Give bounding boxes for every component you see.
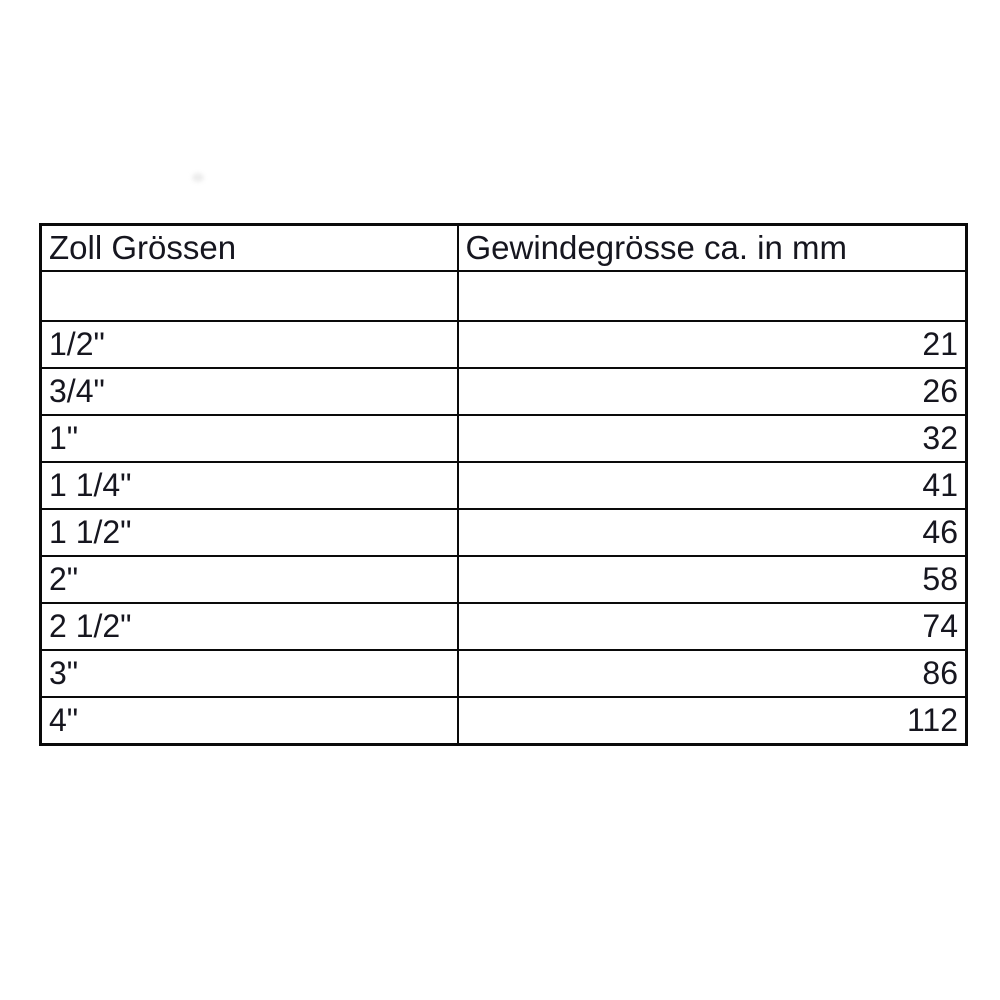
- cell-mm: 32: [456, 414, 968, 463]
- cell-zoll: 2 1/2": [39, 602, 459, 651]
- cell-mm: 26: [456, 367, 968, 416]
- cell-zoll: 3/4": [39, 367, 459, 416]
- table-row: 1" 32: [39, 414, 968, 463]
- table-row: 3" 86: [39, 649, 968, 698]
- cell-mm: 74: [456, 602, 968, 651]
- empty-row: [39, 270, 968, 322]
- cell-zoll: [39, 270, 459, 322]
- cell-zoll: 2": [39, 555, 459, 604]
- cell-mm: 112: [456, 696, 968, 746]
- cell-mm: 86: [456, 649, 968, 698]
- table-row: 3/4" 26: [39, 367, 968, 416]
- cell-zoll: 4": [39, 696, 459, 746]
- table-row: 1 1/2" 46: [39, 508, 968, 557]
- cell-mm: 58: [456, 555, 968, 604]
- cell-zoll: 1 1/2": [39, 508, 459, 557]
- cell-mm: [456, 270, 968, 322]
- col-header-zoll: Zoll Grössen: [39, 223, 459, 272]
- table-row: 1 1/4" 41: [39, 461, 968, 510]
- table-row: 2" 58: [39, 555, 968, 604]
- col-header-mm: Gewindegrösse ca. in mm: [456, 223, 968, 272]
- cell-mm: 41: [456, 461, 968, 510]
- header-row: Zoll Grössen Gewindegrösse ca. in mm: [39, 223, 968, 272]
- table-row: 4" 112: [39, 696, 968, 746]
- cell-zoll: 1 1/4": [39, 461, 459, 510]
- cell-zoll: 1": [39, 414, 459, 463]
- thread-size-table-container: Zoll Grössen Gewindegrösse ca. in mm 1/2…: [39, 223, 968, 746]
- smudge-artifact: [192, 173, 204, 182]
- cell-zoll: 3": [39, 649, 459, 698]
- table-row: 1/2" 21: [39, 320, 968, 369]
- cell-mm: 21: [456, 320, 968, 369]
- thread-size-table: Zoll Grössen Gewindegrösse ca. in mm 1/2…: [39, 223, 968, 746]
- cell-mm: 46: [456, 508, 968, 557]
- table-row: 2 1/2" 74: [39, 602, 968, 651]
- cell-zoll: 1/2": [39, 320, 459, 369]
